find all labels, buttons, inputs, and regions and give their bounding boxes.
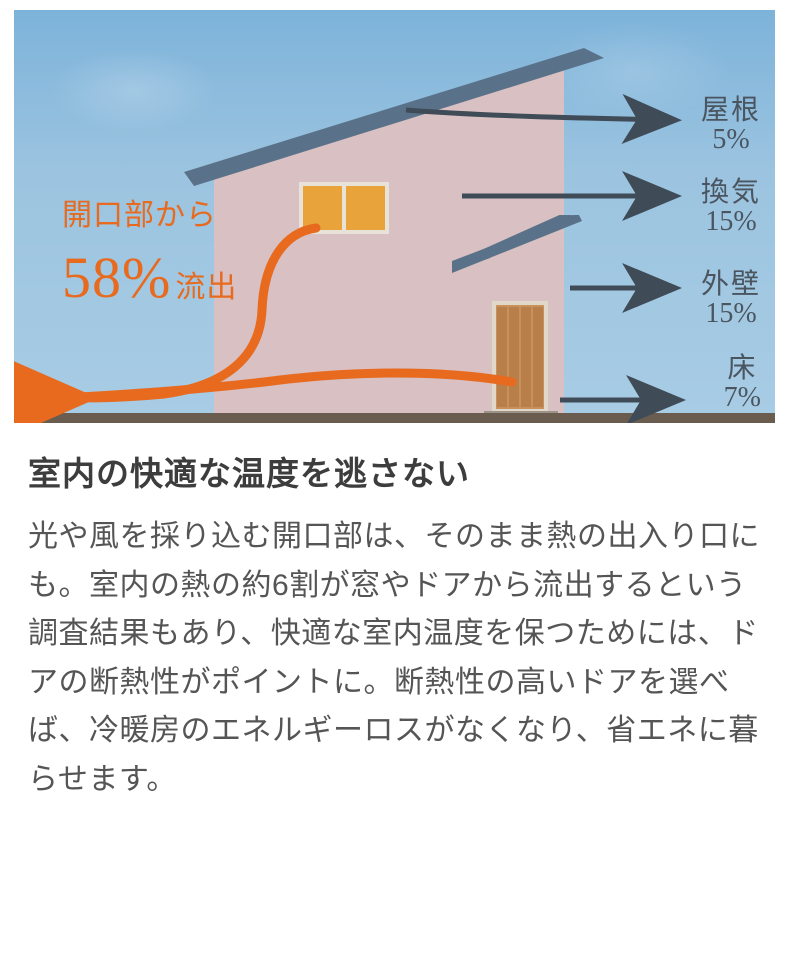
- label-floor-name: 床: [724, 354, 761, 383]
- label-roof-name: 屋根: [701, 96, 761, 125]
- heat-loss-diagram: 屋根 5% 換気 15% 外壁 15% 床 7% 開口部から 58% 流出: [14, 10, 775, 423]
- section-heading: 室内の快適な温度を逃さない: [28, 447, 761, 495]
- label-openings-suffix: 流出: [175, 262, 237, 306]
- label-wall-name: 外壁: [701, 270, 761, 299]
- label-wall-pct: 15%: [701, 299, 761, 328]
- label-roof-pct: 5%: [701, 125, 761, 154]
- section-body: 光や風を採り込む開口部は、そのまま熱の出入り口にも。室内の熱の約6割が窓やドアか…: [28, 513, 761, 805]
- label-openings-line1: 開口部から: [62, 190, 237, 234]
- label-floor-pct: 7%: [724, 383, 761, 412]
- label-wall: 外壁 15%: [701, 270, 761, 329]
- label-ventilation: 換気 15%: [701, 178, 761, 237]
- label-floor: 床 7%: [724, 354, 761, 413]
- label-roof: 屋根 5%: [701, 96, 761, 155]
- label-vent-name: 換気: [701, 178, 761, 207]
- label-vent-pct: 15%: [701, 207, 761, 236]
- label-openings: 開口部から 58% 流出: [62, 190, 237, 311]
- info-card: 屋根 5% 換気 15% 外壁 15% 床 7% 開口部から 58% 流出 室内…: [0, 10, 789, 815]
- label-openings-pct: 58%: [62, 244, 171, 311]
- text-section: 室内の快適な温度を逃さない 光や風を採り込む開口部は、そのまま熱の出入り口にも。…: [0, 423, 789, 815]
